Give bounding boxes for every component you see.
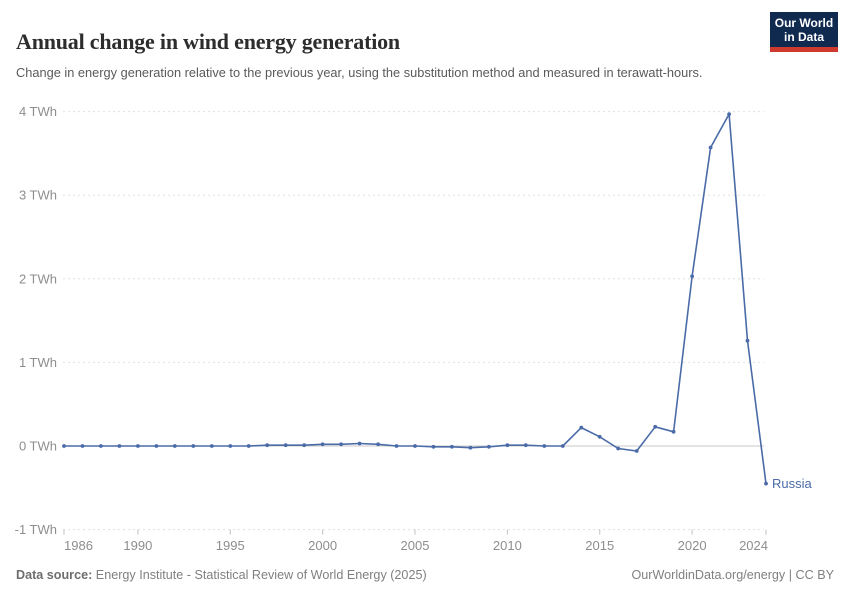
x-tick-label: 2000 [308, 538, 337, 553]
data-point[interactable] [764, 481, 768, 486]
data-point[interactable] [283, 443, 288, 448]
data-point[interactable] [523, 443, 528, 448]
data-point[interactable] [708, 145, 713, 150]
data-point[interactable] [597, 434, 602, 439]
owid-logo-line1: Our World [774, 15, 834, 30]
data-point[interactable] [394, 444, 399, 448]
chart-subtitle: Change in energy generation relative to … [16, 64, 703, 80]
x-tick-label: 1986 [64, 538, 93, 553]
x-tick-label: 2010 [493, 538, 522, 553]
owid-logo[interactable]: Our World in Data [770, 12, 838, 52]
data-point[interactable] [339, 442, 343, 447]
data-point[interactable] [117, 444, 122, 448]
data-point[interactable] [302, 443, 307, 448]
data-point[interactable] [265, 443, 270, 448]
data-point[interactable] [376, 442, 380, 447]
data-point[interactable] [487, 444, 491, 449]
data-point[interactable] [431, 444, 436, 449]
data-point[interactable] [62, 444, 66, 448]
chart-title: Annual change in wind energy generation [16, 28, 400, 54]
data-point[interactable] [505, 443, 510, 448]
data-point[interactable] [690, 274, 694, 279]
x-tick-label: 2024 [739, 538, 768, 553]
data-source-note: Data source: Energy Institute - Statisti… [16, 568, 427, 582]
y-tick-label: 0 TWh [19, 439, 57, 454]
y-tick-label: -1 TWh [15, 522, 57, 537]
data-point[interactable] [727, 112, 731, 116]
data-point[interactable] [560, 444, 565, 448]
data-point[interactable] [616, 446, 621, 451]
data-point[interactable] [191, 444, 196, 448]
data-line-russia [63, 113, 767, 485]
data-source-text: Energy Institute - Statistical Review of… [95, 568, 427, 582]
x-tick-label: 2005 [401, 538, 430, 553]
data-point[interactable] [172, 444, 177, 448]
data-point[interactable] [320, 442, 325, 447]
data-point[interactable] [745, 338, 750, 343]
data-point[interactable] [228, 444, 233, 448]
data-point[interactable] [357, 441, 362, 446]
owid-credit-link[interactable]: OurWorldinData.org/energy | CC BY [631, 568, 834, 582]
y-tick-label: 4 TWh [19, 104, 57, 119]
data-point[interactable] [413, 444, 417, 448]
x-tick-label: 2015 [585, 538, 614, 553]
data-point[interactable] [579, 425, 584, 430]
entity-label-russia: Russia [772, 476, 813, 491]
data-point[interactable] [154, 444, 159, 448]
data-point[interactable] [468, 445, 473, 450]
data-point[interactable] [80, 444, 85, 448]
data-point[interactable] [99, 444, 103, 448]
owid-logo-line2: in Data [783, 29, 824, 44]
data-point[interactable] [671, 429, 676, 434]
data-point[interactable] [136, 444, 140, 448]
x-tick-label: 2020 [678, 538, 707, 553]
data-point[interactable] [246, 444, 251, 448]
data-point[interactable] [209, 444, 214, 448]
data-point[interactable] [542, 444, 547, 448]
data-point[interactable] [450, 444, 454, 449]
data-point[interactable] [634, 449, 639, 453]
x-tick-label: 1990 [123, 538, 152, 553]
y-tick-label: 3 TWh [19, 188, 57, 203]
chart-footer: Data source: Energy Institute - Statisti… [16, 568, 834, 582]
data-point[interactable] [653, 424, 658, 429]
y-tick-label: 2 TWh [19, 271, 57, 286]
x-tick-label: 1995 [216, 538, 245, 553]
y-tick-label: 1 TWh [19, 355, 57, 370]
data-source-label: Data source: [16, 568, 93, 582]
